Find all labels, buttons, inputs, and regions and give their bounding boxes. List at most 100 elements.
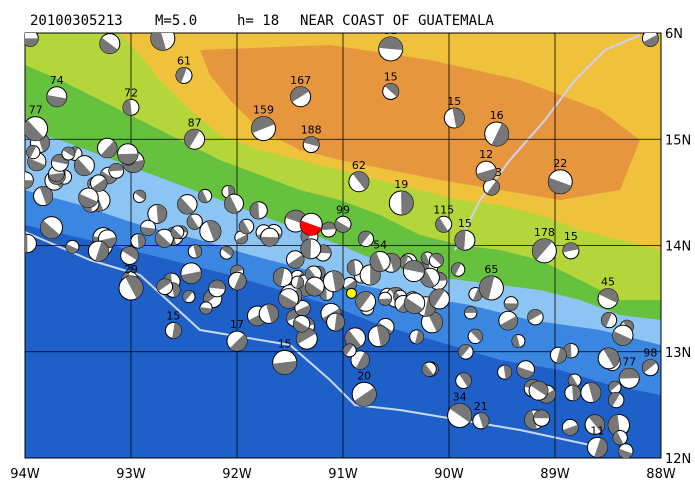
focal-mechanism-ball xyxy=(447,403,473,428)
focal-mechanism-ball xyxy=(108,163,125,179)
focal-mechanism-ball xyxy=(198,188,213,204)
focal-mechanism-ball xyxy=(199,220,222,243)
header-region: NEAR COAST OF GUATEMALA xyxy=(300,13,494,29)
focal-mechanism-ball xyxy=(147,203,168,224)
focal-mechanism-ball xyxy=(641,33,659,47)
event-depth-label: 15 xyxy=(564,230,578,243)
focal-mechanism-ball xyxy=(454,229,476,251)
focal-mechanism-ball xyxy=(567,373,582,388)
focal-mechanism-ball xyxy=(278,288,299,309)
focal-mechanism-ball xyxy=(348,171,370,193)
focal-mechanism-ball xyxy=(65,239,80,254)
event-depth-label: 82 xyxy=(103,21,117,34)
focal-mechanism-ball xyxy=(139,219,157,236)
x-tick-label: 91W xyxy=(328,467,358,482)
focal-mechanism-ball xyxy=(224,193,244,214)
focal-mechanism-ball xyxy=(549,346,567,364)
event-depth-label: 54 xyxy=(373,238,387,251)
focal-mechanism-ball xyxy=(326,312,345,332)
focal-mechanism-ball xyxy=(403,292,426,314)
focal-mechanism-ball xyxy=(457,344,474,360)
focal-mechanism-ball xyxy=(378,291,393,306)
focal-mechanism-ball xyxy=(612,324,634,346)
focal-mechanism-ball xyxy=(350,350,370,370)
x-tick-label: 94W xyxy=(10,467,40,482)
focal-mechanism-ball xyxy=(25,116,49,142)
focal-mechanism-ball xyxy=(299,212,323,236)
focal-mechanism-ball xyxy=(388,190,414,216)
focal-mechanism-ball xyxy=(154,228,174,248)
event-depth-label: 19 xyxy=(394,178,408,191)
focal-mechanism-ball xyxy=(272,267,293,288)
event-depth-label: 74 xyxy=(50,74,64,87)
focal-mechanism-ball xyxy=(322,270,345,293)
focal-mechanism-ball xyxy=(597,288,619,310)
event-depth-label: 15 xyxy=(458,217,472,230)
focal-mechanism-ball xyxy=(511,334,526,349)
y-axis-labels: 6N 15N 14N 13N 12N xyxy=(665,27,691,467)
event-depth-label: 15 xyxy=(278,337,292,350)
event-depth-label: 62 xyxy=(352,159,366,172)
focal-mechanism-ball xyxy=(608,380,622,395)
focal-mechanism-ball xyxy=(597,347,620,370)
focal-mechanism-ball xyxy=(618,367,640,389)
focal-mechanism-ball xyxy=(421,361,437,377)
focal-mechanism-ball xyxy=(334,215,352,233)
event-depth-label: 16 xyxy=(490,109,504,122)
focal-mechanism-ball xyxy=(180,262,203,284)
focal-mechanism-ball xyxy=(290,86,312,108)
focal-mechanism-ball xyxy=(227,271,247,291)
y-tick-label: 15N xyxy=(665,133,691,148)
focal-mechanism-ball xyxy=(382,82,400,100)
focal-mechanism-ball xyxy=(73,155,95,177)
event-depth-label: 77 xyxy=(622,355,636,368)
event-depth-label: 115 xyxy=(433,203,454,216)
focal-mechanism-ball xyxy=(226,330,248,352)
focal-mechanism-ball xyxy=(351,381,377,407)
event-depth-label: 32 xyxy=(384,24,398,37)
event-depth-label: 29 xyxy=(124,263,138,276)
focal-mechanism-ball xyxy=(533,409,551,427)
focal-mechanism-ball xyxy=(497,364,513,380)
focal-mechanism-ball xyxy=(187,244,203,259)
focal-mechanism-ball xyxy=(455,372,472,390)
x-tick-label: 92W xyxy=(222,467,252,482)
event-depth-label: 77 xyxy=(29,104,43,117)
focal-mechanism-ball xyxy=(475,160,497,182)
focal-mechanism-ball xyxy=(478,275,504,301)
focal-mechanism-ball xyxy=(234,230,249,245)
focal-mechanism-ball xyxy=(607,413,631,437)
focal-mechanism-ball xyxy=(302,136,320,154)
focal-mechanism-ball xyxy=(156,278,174,296)
focal-mechanism-ball xyxy=(286,250,305,269)
header-magnitude: M=5.0 xyxy=(155,13,197,29)
event-depth-label: 15 xyxy=(643,17,657,30)
event-depth-label: 11 xyxy=(590,424,604,437)
event-depth-label: 22 xyxy=(553,157,567,170)
focal-mechanism-ball xyxy=(87,240,109,262)
focal-mechanism-ball xyxy=(150,33,176,51)
x-tick-label: 89W xyxy=(540,467,570,482)
x-tick-label: 90W xyxy=(434,467,464,482)
event-depth-label: 87 xyxy=(188,116,202,129)
focal-mechanism-ball xyxy=(564,384,581,402)
event-depth-label: 15 xyxy=(384,70,398,83)
event-depth-label: 178 xyxy=(534,226,555,239)
focal-mechanism-ball xyxy=(182,290,196,304)
focal-mechanism-ball xyxy=(435,215,453,233)
focal-mechanism-ball xyxy=(258,303,279,324)
focal-mechanism-ball xyxy=(562,242,580,260)
event-depth-label: 45 xyxy=(601,276,615,289)
focal-mechanism-ball xyxy=(467,328,483,345)
focal-mechanism-ball xyxy=(290,275,305,289)
focal-mechanism-ball xyxy=(61,146,76,161)
y-tick-label: 12N xyxy=(665,452,691,467)
focal-mechanism-ball xyxy=(428,288,450,310)
event-depth-label: 20 xyxy=(357,369,371,382)
event-depth-label: 65 xyxy=(484,263,498,276)
focal-mechanism-ball xyxy=(498,310,518,331)
focal-mechanism-ball xyxy=(170,225,185,240)
focal-mechanism-ball xyxy=(78,187,99,209)
focal-mechanism-ball xyxy=(90,174,108,192)
